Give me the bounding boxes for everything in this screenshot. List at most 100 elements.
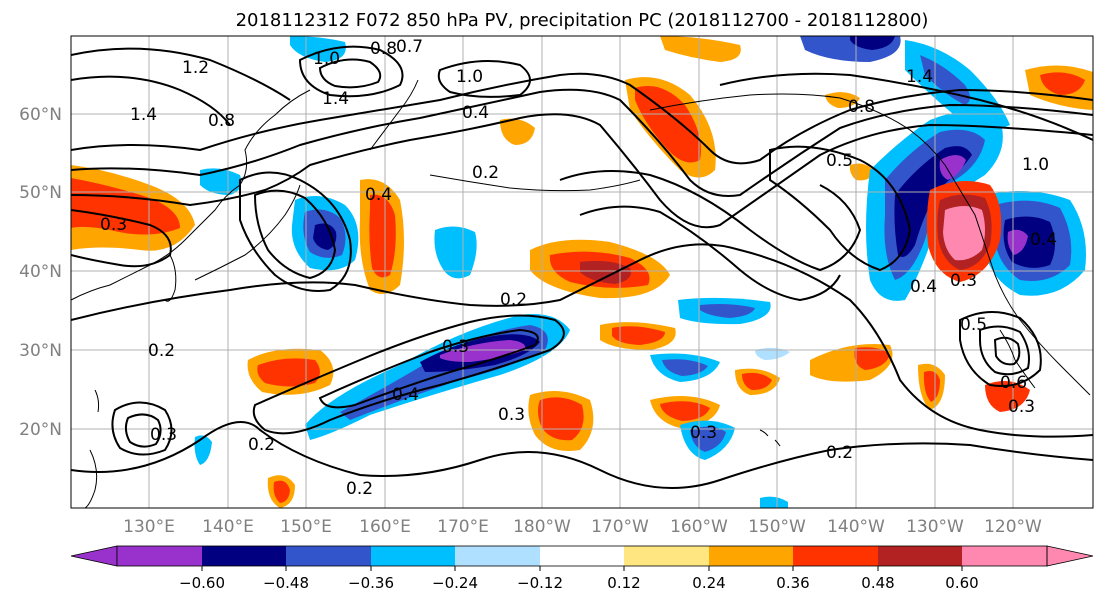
latitude-label: 40°N	[19, 262, 62, 282]
longitude-label: 120°W	[984, 517, 1042, 537]
colorbar-segment	[286, 546, 371, 566]
contour-label: 0.5	[960, 315, 987, 335]
contour-label: 1.0	[1022, 155, 1049, 175]
longitude-label: 160°E	[359, 517, 411, 537]
shade-neg-northeast-band-core	[920, 55, 970, 105]
contour-jet-2	[71, 88, 1093, 197]
colorbar-segment	[878, 546, 962, 566]
contour-trough-2	[253, 189, 337, 280]
colorbar-tick-label: −0.12	[517, 574, 563, 592]
contour-label: 0.2	[346, 479, 373, 499]
colorbar-extend-low	[70, 545, 118, 567]
contour-se-loop	[959, 310, 1042, 387]
shade-pos-150e-25n-core	[257, 358, 320, 387]
contour-label: 1.2	[182, 58, 209, 78]
contour-label: 0.3	[100, 215, 127, 235]
longitude-label: 140°E	[202, 517, 254, 537]
shade-pos-top	[660, 36, 741, 62]
shade-pos-small-c	[500, 118, 535, 145]
contour-label: 0.3	[498, 405, 525, 425]
shade-neg-subtropical-band-inner	[440, 340, 526, 362]
contour-low-top-inner	[318, 58, 382, 89]
shade-neg-small-i	[755, 347, 790, 360]
contour-02-main	[71, 243, 1093, 438]
longitude-label: 150°E	[280, 517, 332, 537]
contour-label: 1.4	[322, 89, 349, 109]
shade-pos-small-h-core	[660, 401, 710, 421]
shade-pos-small-e-core	[854, 347, 890, 370]
contour-label: 0.2	[826, 443, 853, 463]
shade-neg-coast-band-inner	[939, 155, 966, 180]
pv-contours	[71, 45, 1093, 489]
contour-ridge-bend-2	[579, 205, 841, 302]
coast-philippines	[84, 449, 98, 508]
contour-02-south	[71, 421, 1093, 489]
coast-korea	[164, 254, 177, 302]
contour-label: 0.3	[690, 423, 717, 443]
contour-high-1	[437, 60, 531, 98]
shade-pos-alaska-north-core	[635, 86, 701, 163]
contour-label: 0.2	[472, 163, 499, 183]
shade-pos-small-g	[985, 381, 1030, 412]
contour-03-band	[252, 314, 565, 435]
contour-label: 1.0	[313, 49, 340, 69]
contour-low-top	[298, 45, 404, 98]
map-frame	[70, 35, 1094, 509]
shade-neg-small-c-core	[662, 359, 708, 376]
contour-label: 0.3	[1008, 397, 1035, 417]
contour-jet-1	[71, 72, 1093, 165]
colorbar-ticks	[201, 566, 963, 571]
contour-northeast	[719, 72, 1093, 141]
colorbar-segment	[540, 546, 624, 566]
contour-label: 0.3	[950, 271, 977, 291]
longitude-label: 180°W	[513, 517, 571, 537]
coast-hawaii	[759, 429, 781, 447]
shade-pos-small-a-core	[612, 326, 665, 345]
contour-label: 0.4	[910, 277, 937, 297]
colorbar-segment	[709, 546, 793, 566]
colorbar-tick-label: 0.36	[776, 574, 809, 592]
coast-taiwan	[94, 389, 100, 413]
longitude-label: 140°W	[827, 517, 885, 537]
coast-kamchatka	[369, 79, 419, 151]
latitude-label: 60°N	[19, 105, 62, 125]
shade-neg-top-navy	[850, 36, 895, 50]
contour-label: 0.8	[208, 111, 235, 131]
contour-label: 0.4	[1030, 230, 1057, 250]
latitude-label: 20°N	[19, 420, 62, 440]
longitude-label: 130°E	[123, 517, 175, 537]
contour-se-loop-2	[979, 325, 1030, 376]
contour-label: 0.5	[826, 151, 853, 171]
colorbar-segment	[202, 546, 286, 566]
colorbar-segment	[962, 546, 1047, 566]
colorbar-tick-label: −0.60	[179, 574, 225, 592]
coastlines	[71, 79, 1091, 508]
shade-neg-east-patch-core	[1003, 216, 1055, 268]
contour-label: 0.7	[396, 37, 423, 57]
coast-aleutians	[429, 174, 641, 192]
shade-pos-alaska-east-core	[1040, 72, 1085, 95]
longitude-label: 170°E	[437, 517, 489, 537]
contour-label: 0.2	[248, 435, 275, 455]
contour-sw-loop	[111, 401, 173, 456]
contour-west-japan	[71, 209, 172, 268]
contour-north-1	[71, 47, 291, 101]
shade-pos-pnw-inner	[943, 206, 985, 261]
contour-label: 0.4	[392, 385, 419, 405]
shade-neg-small-b-core	[700, 304, 755, 318]
coast-alaska	[649, 93, 946, 166]
longitude-label: 170°W	[591, 517, 649, 537]
contour-ne-loop	[769, 145, 912, 272]
colorbar-tick-label: −0.36	[348, 574, 394, 592]
coast-japan	[194, 184, 301, 281]
contour-label: 1.4	[906, 67, 933, 87]
colorbar-extend-high	[1046, 545, 1094, 567]
colorbar-tick-label: 0.24	[692, 574, 725, 592]
contour-label: 0.3	[442, 337, 469, 357]
contour-north-2	[71, 75, 231, 126]
contour-labels: 1.2 1.0 0.8 0.7 1.0 1.4 1.4 0.8 0.4 0.2 …	[100, 37, 1057, 499]
latitude-label: 50°N	[19, 183, 62, 203]
colorbar-tick-label: −0.48	[263, 574, 309, 592]
shade-neg-sea-of-japan-inner	[313, 223, 337, 250]
